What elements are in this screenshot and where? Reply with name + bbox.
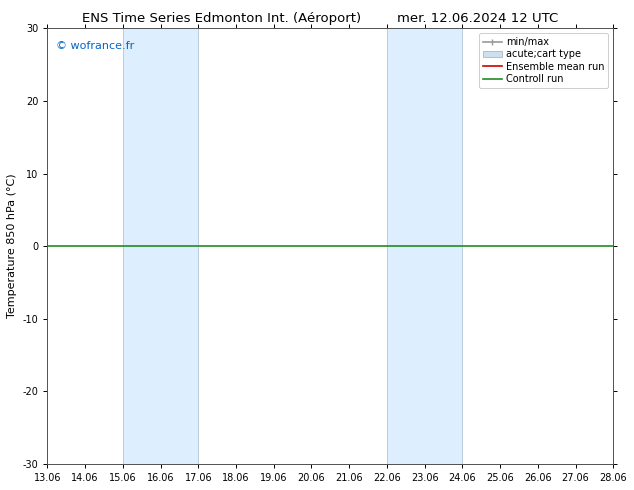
Bar <box>387 28 462 464</box>
Text: mer. 12.06.2024 12 UTC: mer. 12.06.2024 12 UTC <box>397 12 558 25</box>
Legend: min/max, acute;cart type, Ensemble mean run, Controll run: min/max, acute;cart type, Ensemble mean … <box>479 33 609 88</box>
Text: © wofrance.fr: © wofrance.fr <box>56 41 134 51</box>
Bar <box>123 28 198 464</box>
Y-axis label: Temperature 850 hPa (°C): Temperature 850 hPa (°C) <box>7 174 17 318</box>
Text: ENS Time Series Edmonton Int. (Aéroport): ENS Time Series Edmonton Int. (Aéroport) <box>82 12 361 25</box>
